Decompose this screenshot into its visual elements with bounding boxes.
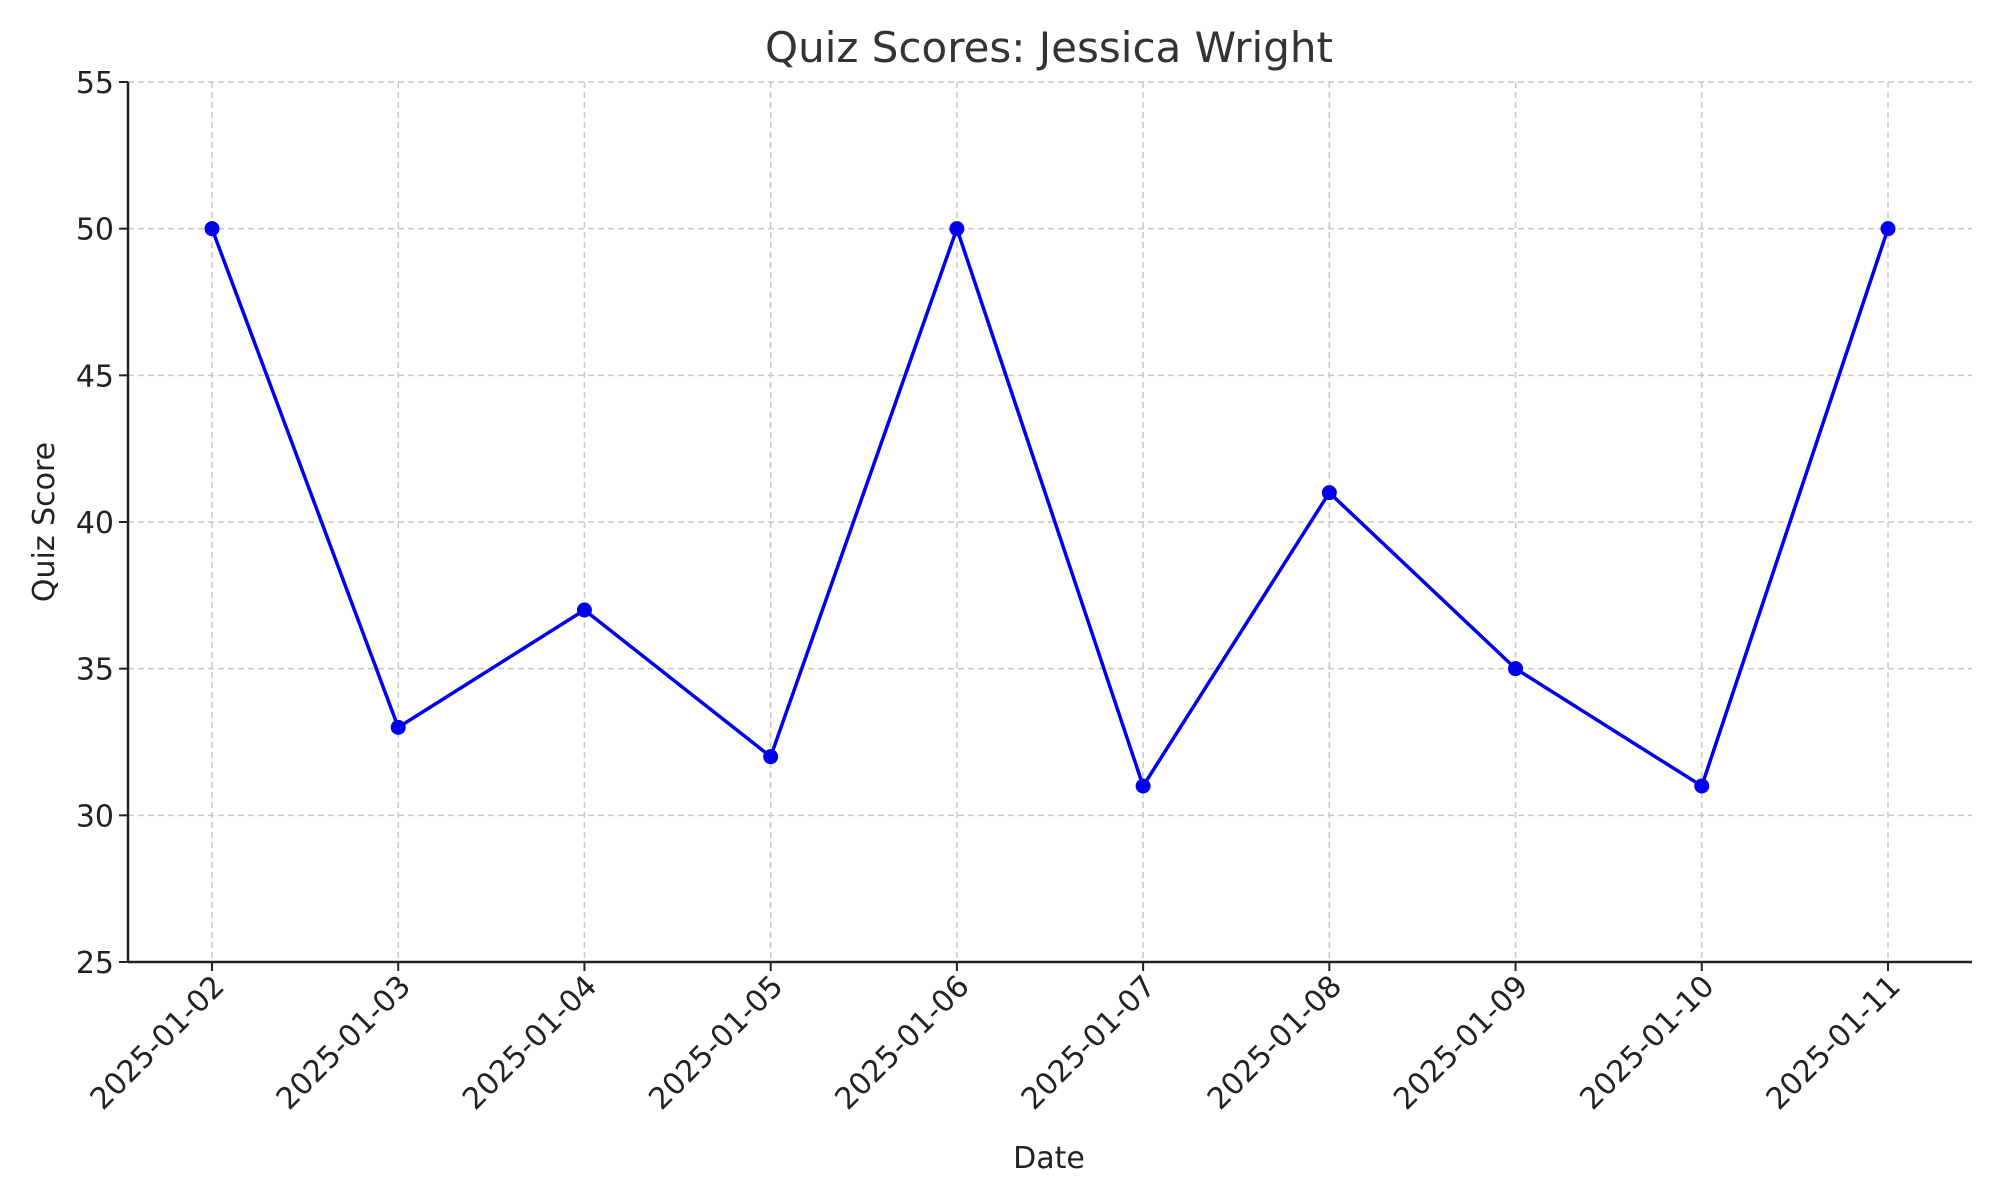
data-point — [949, 221, 965, 237]
x-tick-label: 2025-01-08 — [1201, 969, 1349, 1117]
data-point — [390, 719, 406, 735]
data-point — [204, 221, 220, 237]
data-point — [1135, 778, 1151, 794]
y-tick-label: 40 — [76, 506, 114, 541]
y-tick-label: 50 — [76, 213, 114, 248]
series-line — [210, 223, 1890, 791]
x-tick-label: 2025-01-03 — [270, 969, 418, 1117]
data-point — [763, 749, 779, 765]
y-tick-label: 45 — [76, 359, 114, 394]
x-tick-label: 2025-01-02 — [84, 969, 232, 1117]
x-tick-label: 2025-01-05 — [642, 969, 790, 1117]
y-tick-label: 25 — [76, 946, 114, 981]
data-point — [576, 602, 592, 618]
x-axis-label: Date — [1013, 1141, 1085, 1176]
data-point — [1880, 221, 1896, 237]
x-tick-label: 2025-01-04 — [456, 969, 604, 1117]
x-tick-label: 2025-01-06 — [829, 969, 977, 1117]
y-tick-label: 30 — [76, 799, 114, 834]
data-point — [1694, 778, 1710, 794]
series-layer — [204, 221, 1896, 794]
x-tick-label: 2025-01-11 — [1760, 969, 1908, 1117]
y-axis-label: Quiz Score — [27, 442, 62, 602]
x-tick-label: 2025-01-09 — [1387, 969, 1535, 1117]
chart-title: Quiz Scores: Jessica Wright — [765, 23, 1333, 72]
x-tick-label: 2025-01-10 — [1573, 969, 1721, 1117]
y-tick-label: 55 — [76, 66, 114, 101]
x-tick-label: 2025-01-07 — [1015, 969, 1163, 1117]
data-point — [1321, 485, 1337, 501]
y-tick-label: 35 — [76, 653, 114, 688]
data-point — [1508, 661, 1524, 677]
axes: 25 30 35 40 45 50 55 2025-01-02 2025-01-03 2025-0… — [76, 66, 1972, 1117]
grid — [128, 81, 1972, 963]
